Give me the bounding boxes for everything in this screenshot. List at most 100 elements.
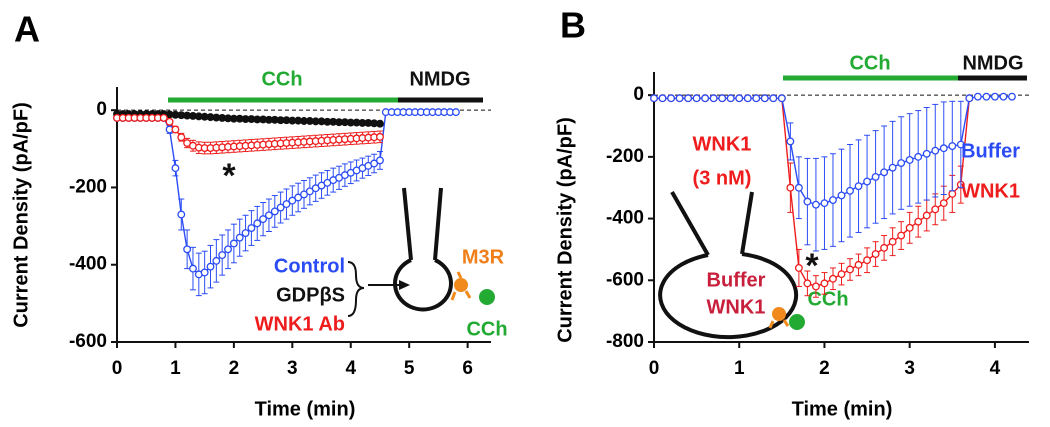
data-point <box>264 211 273 220</box>
x-tick-label: 2 <box>229 358 240 379</box>
data-point <box>189 264 197 273</box>
data-point <box>871 172 880 181</box>
legend-entry: Buffer <box>961 140 1020 162</box>
data-point <box>777 94 786 103</box>
data-point <box>370 159 379 168</box>
data-point <box>165 117 174 126</box>
data-point <box>888 163 897 172</box>
annotation: NMDG <box>409 68 470 90</box>
data-point <box>200 268 209 277</box>
data-point <box>956 140 965 149</box>
data-point <box>820 279 829 288</box>
y-tick-label: -600 <box>69 331 107 352</box>
data-point <box>803 279 812 288</box>
data-point <box>897 231 906 240</box>
arrow-head <box>399 280 410 290</box>
data-point <box>294 193 303 202</box>
data-point <box>692 94 701 103</box>
inset-label: WNK1 <box>707 296 766 318</box>
legend-entry: Control <box>274 255 345 277</box>
data-point <box>803 197 812 206</box>
y-tick-label: -600 <box>606 269 644 290</box>
data-point <box>794 263 803 272</box>
pipette <box>670 191 754 256</box>
annotation: (3 nM) <box>693 167 752 189</box>
panel: A Current Density (pA/pF) Time (min) 0 -200 -… <box>10 9 507 421</box>
data-point <box>760 94 769 103</box>
data-point <box>999 92 1008 101</box>
y-axis-title: Current Density (pA/pF) <box>10 102 32 328</box>
x-tick-label: 6 <box>462 358 473 379</box>
y-tick-label: -400 <box>69 254 107 275</box>
x-tick-label: 3 <box>287 358 298 379</box>
cell-diagram-b <box>658 191 799 340</box>
data-point <box>177 210 186 219</box>
x-tick-label: 4 <box>345 358 356 379</box>
data-point <box>837 270 846 279</box>
data-point <box>897 159 906 167</box>
data-point <box>863 256 872 265</box>
x-tick-label: 4 <box>990 358 1001 379</box>
ligand <box>789 314 805 330</box>
y-tick-label: -200 <box>606 146 644 167</box>
data-point <box>854 182 863 191</box>
data-point <box>235 233 244 242</box>
data-point <box>948 189 957 198</box>
receptor <box>772 307 786 321</box>
annotation: * <box>222 157 236 195</box>
data-point <box>854 260 863 269</box>
data-point <box>726 94 735 103</box>
data-point <box>769 94 778 103</box>
data-point <box>982 92 991 101</box>
panel-label: A <box>14 9 40 50</box>
data-point <box>212 256 221 265</box>
data-point <box>914 152 923 161</box>
pipette <box>402 187 443 261</box>
inset-label: Buffer <box>707 269 766 291</box>
data-point <box>829 196 837 205</box>
panel: B Current Density (pA/pF) Time (min) 0 -200 -… <box>554 5 1029 420</box>
brace <box>347 261 365 317</box>
data-point <box>177 133 186 142</box>
data-point <box>183 245 192 254</box>
series <box>650 92 1016 252</box>
data-point <box>820 199 829 208</box>
receptor <box>454 278 468 292</box>
data-point <box>948 142 957 151</box>
receptor-legs <box>450 271 472 301</box>
y-tick-label: -800 <box>606 331 644 352</box>
data-point <box>905 223 914 232</box>
data-point <box>939 144 948 153</box>
y-tick-label: 0 <box>96 99 107 120</box>
data-point <box>922 211 931 220</box>
data-point <box>376 156 384 165</box>
annotation: WNK1 <box>693 133 752 155</box>
x-tick-label: 0 <box>112 358 123 379</box>
inset-label: CCh <box>466 318 507 340</box>
data-point <box>300 190 308 199</box>
data-point <box>684 94 693 103</box>
data-point <box>846 186 854 195</box>
data-point <box>965 94 974 103</box>
data-point <box>288 196 297 205</box>
panel-label: B <box>560 5 586 46</box>
data-point <box>973 92 982 101</box>
data-point <box>752 94 761 103</box>
data-point <box>675 94 684 103</box>
x-tick-label: 1 <box>170 358 181 379</box>
data-point <box>282 200 291 209</box>
data-point <box>1008 92 1016 101</box>
legend-entry: WNK1 <box>961 180 1020 202</box>
data-point <box>829 274 837 283</box>
data-point <box>376 119 384 128</box>
data-point <box>931 146 940 155</box>
x-tick-label: 2 <box>819 358 830 379</box>
series <box>113 108 460 297</box>
annotation: CCh <box>261 68 302 90</box>
data-point <box>786 137 795 146</box>
data-point <box>811 200 820 209</box>
data-point <box>846 265 854 274</box>
receptor-legs <box>768 319 790 329</box>
data-point <box>276 203 285 212</box>
data-point <box>253 219 262 228</box>
